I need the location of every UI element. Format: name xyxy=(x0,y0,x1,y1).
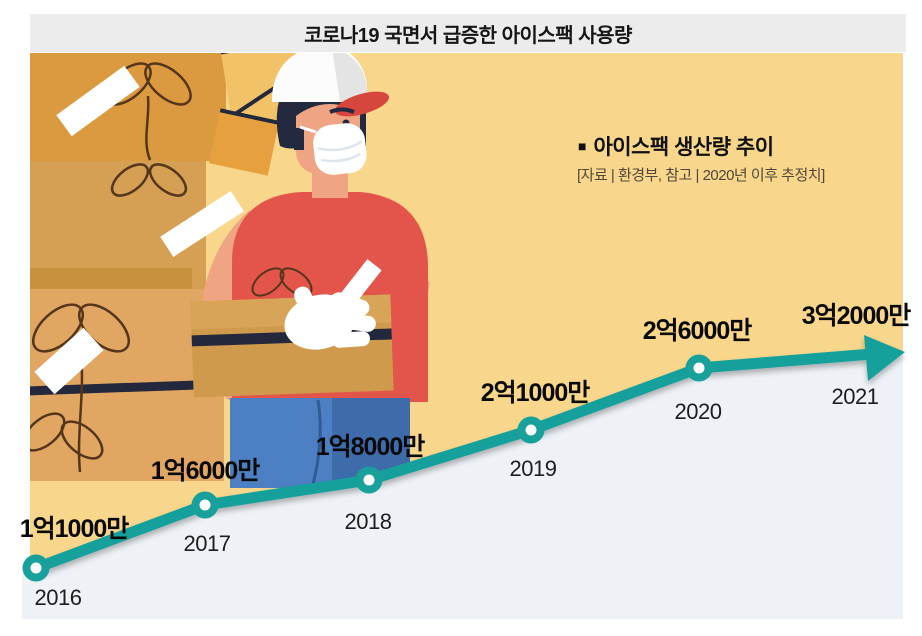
chart-area-bg xyxy=(22,351,903,619)
page-title: 코로나19 국면서 급증한 아이스팩 사용량 xyxy=(304,24,632,47)
glove-icon xyxy=(284,286,376,350)
value-label-2017: 1억6000만 xyxy=(150,457,261,485)
year-label-2016: 2016 xyxy=(34,585,82,610)
legend: ■ 아이스팩 생산량 추이 xyxy=(578,131,774,161)
year-label-2017: 2017 xyxy=(183,531,231,556)
data-point-marker xyxy=(355,466,383,494)
page-title-bar: 코로나19 국면서 급증한 아이스팩 사용량 xyxy=(30,14,906,52)
illustration xyxy=(30,53,430,489)
data-point-markers xyxy=(22,354,713,582)
value-label-2018: 1억8000만 xyxy=(315,433,426,461)
value-label-2020: 2억6000만 xyxy=(642,317,753,345)
value-label-2016: 1억1000만 xyxy=(19,515,130,543)
data-point-marker xyxy=(22,554,50,582)
data-point-marker xyxy=(685,354,713,382)
gift-boxes-illustration xyxy=(30,53,352,481)
year-label-2021: 2021 xyxy=(831,384,879,409)
value-label-2019: 2억1000만 xyxy=(480,379,591,407)
year-label-2020: 2020 xyxy=(674,399,722,424)
legend-label: 아이스팩 생산량 추이 xyxy=(593,136,774,159)
trend-line xyxy=(30,335,905,574)
data-point-marker xyxy=(191,491,219,519)
legend-bullet-icon: ■ xyxy=(578,138,587,154)
delivery-man-illustration xyxy=(190,53,430,489)
tape-strip-icon xyxy=(34,65,244,395)
year-label-2019: 2019 xyxy=(509,456,557,481)
value-label-2021: 3억2000만 xyxy=(801,302,912,330)
year-label-2018: 2018 xyxy=(344,509,392,534)
face-mask-icon xyxy=(313,123,367,175)
trend-arrow-icon xyxy=(864,335,905,381)
source-note: [자료 | 환경부, 참고 | 2020년 이후 추정치] xyxy=(577,167,825,184)
data-point-marker xyxy=(517,416,545,444)
